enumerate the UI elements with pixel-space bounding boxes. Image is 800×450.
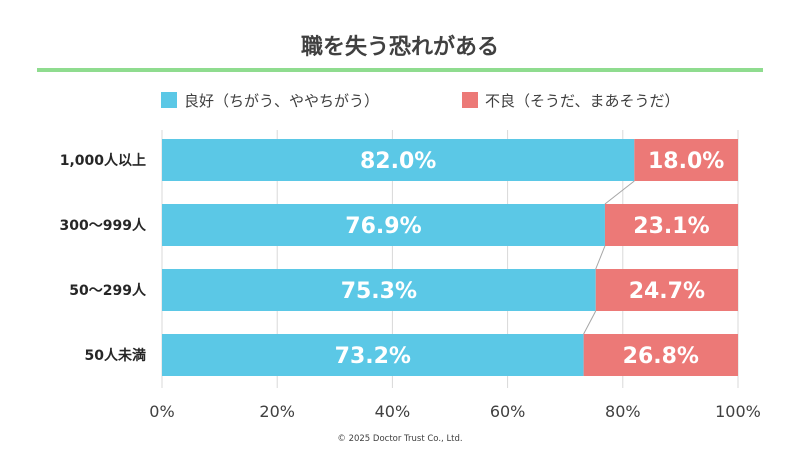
title-underline [37, 68, 763, 72]
bar-good [162, 269, 596, 311]
bars [162, 139, 738, 376]
series-connector-line [604, 180, 635, 205]
series-connectors [583, 180, 635, 335]
legend-swatch-bad [462, 92, 478, 108]
series-connector-line [595, 245, 606, 270]
legend-label-bad: 不良（そうだ、まあそうだ） [485, 92, 680, 110]
chart-title: 職を失う恐れがある [301, 34, 499, 60]
x-axis-ticks: 0% 20% 40% 60% 80% 100% [149, 402, 761, 421]
series-connector-line [583, 310, 597, 335]
bar-good [162, 334, 584, 376]
data-label-bad: 24.7% [629, 279, 705, 304]
bar-good [162, 204, 605, 246]
x-tick-label: 80% [605, 402, 641, 421]
data-label-good: 75.3% [341, 279, 417, 304]
data-label-bad: 23.1% [633, 214, 709, 239]
bar-bad [634, 139, 738, 181]
x-tick-label: 60% [490, 402, 526, 421]
bar-bad [604, 204, 738, 246]
category-labels: 1,000人以上 300〜999人 50〜299人 50人未満 [60, 152, 147, 364]
data-label-bad: 26.8% [623, 344, 699, 369]
category-label: 50〜299人 [69, 282, 147, 299]
data-label-good: 73.2% [335, 344, 411, 369]
legend-swatch-good [161, 92, 177, 108]
category-label: 50人未満 [85, 347, 146, 364]
data-label-good: 82.0% [360, 149, 436, 174]
bar-good [162, 139, 635, 181]
copyright-notice: © 2025 Doctor Trust Co., Ltd. [337, 434, 462, 444]
x-tick-label: 40% [375, 402, 411, 421]
bar-bad [583, 334, 738, 376]
legend-label-good: 良好（ちがう、ややちがう） [184, 92, 379, 110]
bar-bad [595, 269, 738, 311]
x-tick-label: 0% [149, 402, 174, 421]
category-label: 1,000人以上 [60, 152, 146, 169]
x-tick-label: 20% [259, 402, 295, 421]
category-label: 300〜999人 [60, 217, 147, 234]
data-labels: 82.0% 18.0% 76.9% 23.1% 75.3% 24.7% 73.2% 26.8% [335, 149, 725, 369]
data-label-bad: 18.0% [648, 149, 724, 174]
data-label-good: 76.9% [345, 214, 421, 239]
x-tick-label: 100% [715, 402, 761, 421]
legend: 良好（ちがう、ややちがう） 不良（そうだ、まあそうだ） [161, 92, 680, 110]
